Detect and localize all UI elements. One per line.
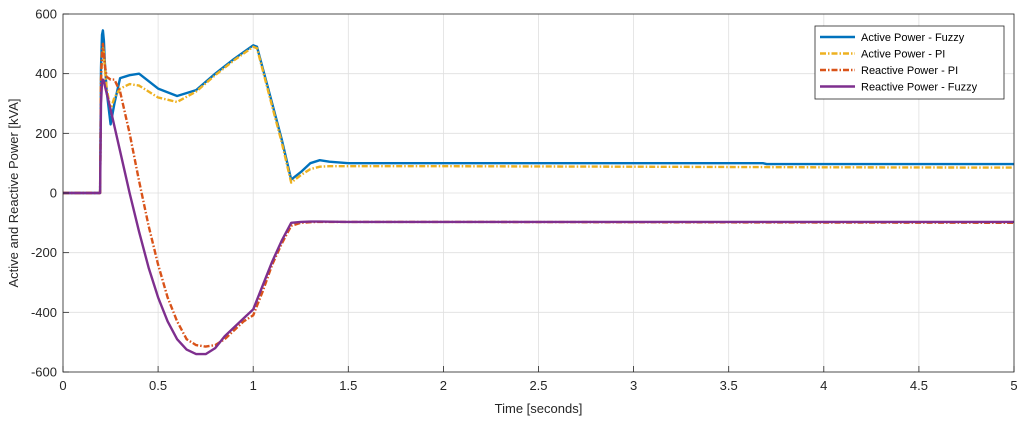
y-tick-label: 600 [35, 7, 57, 22]
x-tick-label: 1 [250, 378, 257, 393]
x-tick-label: 0 [59, 378, 66, 393]
ticks: 0 0.5 1 1.5 2 2.5 3 3.5 4 4.5 5 -600 -400 -200 0 200 400… [31, 7, 1018, 394]
x-tick-label: 4 [820, 378, 827, 393]
x-tick-label: 1.5 [339, 378, 357, 393]
y-tick-label: 0 [50, 186, 57, 201]
x-tick-label: 3.5 [720, 378, 738, 393]
y-tick-label: -200 [31, 245, 57, 260]
x-tick-label: 0.5 [149, 378, 167, 393]
x-tick-label: 2 [440, 378, 447, 393]
series-layer [63, 29, 1015, 356]
y-tick-label: -400 [31, 305, 57, 320]
x-tick-label: 5 [1010, 378, 1017, 393]
y-axis-title: Active and Reactive Power [kVA] [6, 98, 21, 287]
x-tick-label: 4.5 [910, 378, 928, 393]
x-tick-label: 2.5 [529, 378, 547, 393]
series-line-1 [63, 45, 1015, 195]
legend-label-3: Reactive Power - Fuzzy [861, 82, 978, 94]
x-axis-title: Time [seconds] [495, 401, 583, 416]
legend-label-0: Active Power - Fuzzy [861, 32, 965, 44]
legend-label-2: Reactive Power - PI [861, 65, 958, 77]
y-tick-label: 200 [35, 126, 57, 141]
x-tick-label: 3 [630, 378, 637, 393]
series-line-3 [63, 78, 1014, 356]
legend-label-1: Active Power - PI [861, 49, 945, 61]
legend: Active Power - Fuzzy Active Power - PI Rea… [814, 25, 1005, 100]
y-tick-label: -600 [31, 365, 57, 380]
y-tick-label: 400 [35, 66, 57, 81]
